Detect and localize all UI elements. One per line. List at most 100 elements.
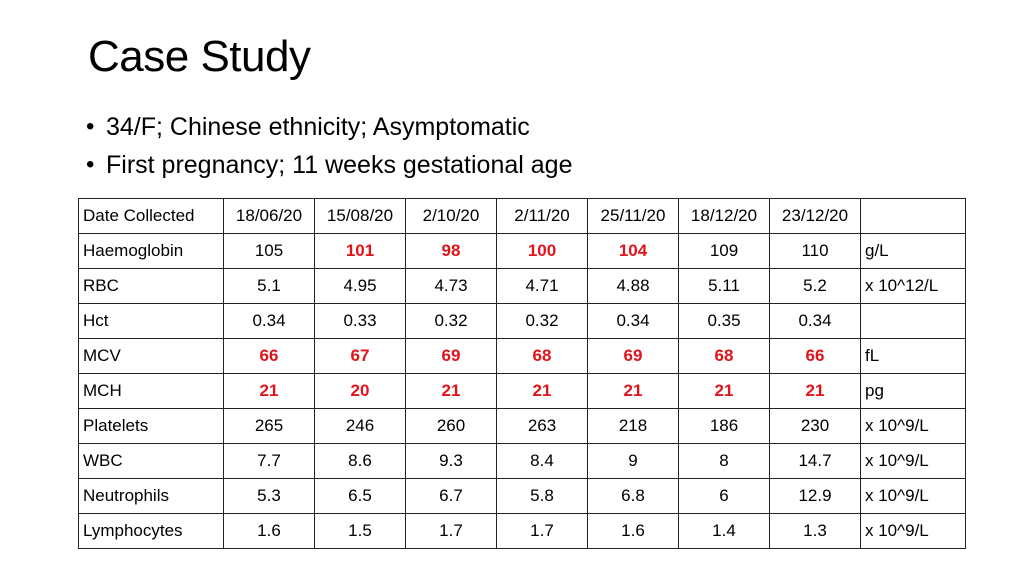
unit-cell: [860, 303, 966, 339]
unit-cell: pg: [860, 373, 966, 409]
value-cell: 4.73: [405, 268, 497, 304]
value-cell: 68: [496, 338, 588, 374]
value-cell: 0.35: [678, 303, 770, 339]
row-label-cell: RBC: [78, 268, 224, 304]
value-cell: 1.4: [678, 513, 770, 549]
value-cell: 9.3: [405, 443, 497, 479]
date-cell: 2/11/20: [496, 198, 588, 234]
value-cell: 230: [769, 408, 861, 444]
unit-cell: x 10^12/L: [860, 268, 966, 304]
header-unit-cell: [860, 198, 966, 234]
value-cell: 100: [496, 233, 588, 269]
table-row: MCH 21 20 21 21 21 21 21 pg: [78, 373, 966, 409]
bullet-dot-icon: •: [86, 151, 95, 178]
value-cell: 4.71: [496, 268, 588, 304]
row-label-cell: MCV: [78, 338, 224, 374]
slide-title: Case Study: [88, 32, 311, 81]
value-cell: 101: [314, 233, 406, 269]
value-cell: 5.3: [223, 478, 315, 514]
unit-cell: x 10^9/L: [860, 443, 966, 479]
table-row: Lymphocytes 1.6 1.5 1.7 1.7 1.6 1.4 1.3 x 10^9/L: [78, 513, 966, 549]
table-row: RBC 5.1 4.95 4.73 4.71 4.88 5.11 5.2 x 10^12/L: [78, 268, 966, 304]
value-cell: 69: [587, 338, 679, 374]
value-cell: 109: [678, 233, 770, 269]
value-cell: 98: [405, 233, 497, 269]
bullet-dot-icon: •: [86, 113, 95, 140]
table-row: MCV 66 67 69 68 69 68 66 fL: [78, 338, 966, 374]
value-cell: 1.5: [314, 513, 406, 549]
value-cell: 69: [405, 338, 497, 374]
value-cell: 7.7: [223, 443, 315, 479]
value-cell: 265: [223, 408, 315, 444]
value-cell: 21: [769, 373, 861, 409]
lab-results-body: Date Collected 18/06/20 15/08/20 2/10/20…: [78, 198, 966, 549]
bullet-text: First pregnancy; 11 weeks gestational ag…: [106, 151, 573, 179]
unit-cell: x 10^9/L: [860, 478, 966, 514]
date-cell: 18/06/20: [223, 198, 315, 234]
value-cell: 21: [678, 373, 770, 409]
header-label-cell: Date Collected: [78, 198, 224, 234]
unit-cell: g/L: [860, 233, 966, 269]
bullet-list: • 34/F; Chinese ethnicity; Asymptomatic …: [86, 108, 572, 184]
value-cell: 1.7: [496, 513, 588, 549]
value-cell: 4.95: [314, 268, 406, 304]
row-label-cell: Neutrophils: [78, 478, 224, 514]
row-label-cell: MCH: [78, 373, 224, 409]
value-cell: 5.11: [678, 268, 770, 304]
value-cell: 0.34: [587, 303, 679, 339]
value-cell: 0.32: [405, 303, 497, 339]
value-cell: 67: [314, 338, 406, 374]
value-cell: 5.8: [496, 478, 588, 514]
value-cell: 6: [678, 478, 770, 514]
value-cell: 20: [314, 373, 406, 409]
value-cell: 1.3: [769, 513, 861, 549]
value-cell: 263: [496, 408, 588, 444]
header-row: Date Collected 18/06/20 15/08/20 2/10/20…: [78, 198, 966, 234]
date-cell: 18/12/20: [678, 198, 770, 234]
value-cell: 9: [587, 443, 679, 479]
date-cell: 2/10/20: [405, 198, 497, 234]
row-label-cell: Haemoglobin: [78, 233, 224, 269]
value-cell: 1.7: [405, 513, 497, 549]
bullet-item: • First pregnancy; 11 weeks gestational …: [86, 146, 572, 184]
row-label-cell: Hct: [78, 303, 224, 339]
unit-cell: x 10^9/L: [860, 408, 966, 444]
bullet-item: • 34/F; Chinese ethnicity; Asymptomatic: [86, 108, 572, 146]
value-cell: 21: [405, 373, 497, 409]
value-cell: 186: [678, 408, 770, 444]
value-cell: 0.32: [496, 303, 588, 339]
table-row: WBC 7.7 8.6 9.3 8.4 9 8 14.7 x 10^9/L: [78, 443, 966, 479]
date-cell: 23/12/20: [769, 198, 861, 234]
unit-cell: x 10^9/L: [860, 513, 966, 549]
table-row: Hct 0.34 0.33 0.32 0.32 0.34 0.35 0.34: [78, 303, 966, 339]
value-cell: 0.34: [769, 303, 861, 339]
value-cell: 105: [223, 233, 315, 269]
value-cell: 6.7: [405, 478, 497, 514]
value-cell: 218: [587, 408, 679, 444]
value-cell: 110: [769, 233, 861, 269]
value-cell: 0.34: [223, 303, 315, 339]
value-cell: 6.8: [587, 478, 679, 514]
value-cell: 8.4: [496, 443, 588, 479]
value-cell: 5.2: [769, 268, 861, 304]
value-cell: 260: [405, 408, 497, 444]
date-cell: 15/08/20: [314, 198, 406, 234]
table-row: Neutrophils 5.3 6.5 6.7 5.8 6.8 6 12.9 x 10^9/L: [78, 478, 966, 514]
value-cell: 8.6: [314, 443, 406, 479]
value-cell: 14.7: [769, 443, 861, 479]
table-row: Haemoglobin 105 101 98 100 104 109 110 g/L: [78, 233, 966, 269]
value-cell: 21: [496, 373, 588, 409]
value-cell: 104: [587, 233, 679, 269]
value-cell: 21: [587, 373, 679, 409]
row-label-cell: Platelets: [78, 408, 224, 444]
value-cell: 66: [223, 338, 315, 374]
row-label-cell: Lymphocytes: [78, 513, 224, 549]
value-cell: 1.6: [223, 513, 315, 549]
value-cell: 0.33: [314, 303, 406, 339]
value-cell: 4.88: [587, 268, 679, 304]
value-cell: 68: [678, 338, 770, 374]
value-cell: 8: [678, 443, 770, 479]
value-cell: 1.6: [587, 513, 679, 549]
row-label-cell: WBC: [78, 443, 224, 479]
table-row: Platelets 265 246 260 263 218 186 230 x 10^9/L: [78, 408, 966, 444]
